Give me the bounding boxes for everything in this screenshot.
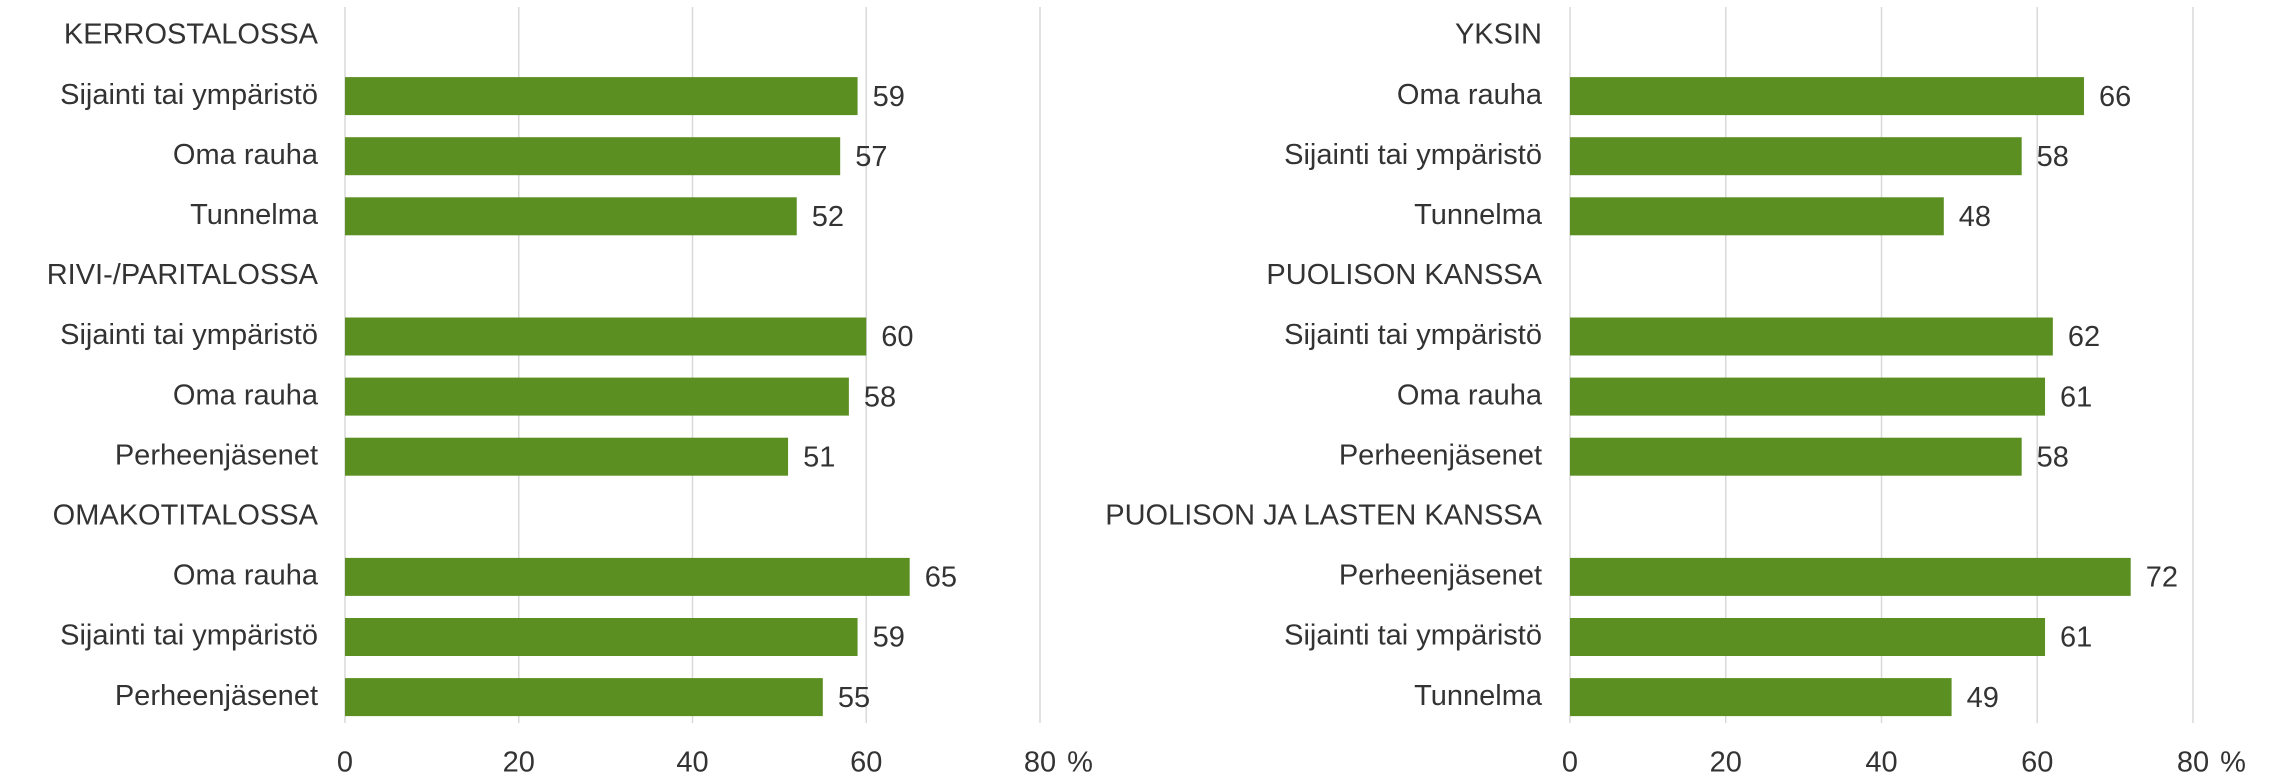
category-label: Perheenjäsenet bbox=[1339, 439, 1542, 471]
bar bbox=[1570, 137, 2022, 176]
bar bbox=[345, 77, 858, 116]
x-tick-label: 20 bbox=[503, 747, 535, 777]
bar bbox=[1570, 678, 1952, 717]
value-label: 59 bbox=[873, 622, 905, 654]
value-label: 60 bbox=[881, 321, 913, 353]
category-label: Sijainti tai ympäristö bbox=[1284, 620, 1542, 652]
value-label: 57 bbox=[855, 141, 887, 173]
value-label: 62 bbox=[2068, 321, 2100, 353]
category-label: PUOLISON KANSSA bbox=[1266, 259, 1542, 291]
value-label: 55 bbox=[838, 682, 870, 714]
bar bbox=[345, 678, 823, 717]
bar bbox=[345, 377, 849, 416]
category-label: Sijainti tai ympäristö bbox=[1284, 319, 1542, 351]
value-label: 49 bbox=[1967, 682, 1999, 714]
category-label: Perheenjäsenet bbox=[115, 439, 318, 471]
x-tick-label: 80 bbox=[2177, 747, 2209, 777]
value-label: 52 bbox=[812, 201, 844, 233]
value-label: 58 bbox=[2037, 441, 2069, 473]
bar bbox=[1570, 317, 2053, 356]
bar bbox=[1570, 377, 2046, 416]
x-tick-label: 40 bbox=[1865, 747, 1897, 777]
value-label: 72 bbox=[2146, 562, 2178, 594]
category-label: KERROSTALOSSA bbox=[64, 19, 319, 51]
category-label: Oma rauha bbox=[173, 139, 319, 171]
category-label: Oma rauha bbox=[1397, 379, 1543, 411]
bar bbox=[1570, 197, 1944, 236]
category-label: Oma rauha bbox=[173, 379, 319, 411]
value-label: 61 bbox=[2060, 622, 2092, 654]
category-label: Perheenjäsenet bbox=[115, 680, 318, 712]
bar bbox=[1570, 437, 2022, 476]
category-label: RIVI-/PARITALOSSA bbox=[47, 259, 319, 291]
value-label: 51 bbox=[803, 441, 835, 473]
bar bbox=[345, 437, 789, 476]
x-tick-label: 0 bbox=[337, 747, 353, 777]
category-label: Oma rauha bbox=[173, 560, 319, 592]
value-label: 61 bbox=[2060, 381, 2092, 413]
category-label: Tunnelma bbox=[1414, 199, 1543, 231]
value-label: 48 bbox=[1959, 201, 1991, 233]
x-tick-label: 60 bbox=[850, 747, 882, 777]
value-label: 65 bbox=[925, 562, 957, 594]
bar bbox=[345, 197, 797, 236]
value-label: 59 bbox=[873, 81, 905, 113]
value-label: 58 bbox=[864, 381, 896, 413]
x-tick-label: 20 bbox=[1710, 747, 1742, 777]
value-label: 58 bbox=[2037, 141, 2069, 173]
value-label: 66 bbox=[2099, 81, 2131, 113]
bar bbox=[345, 557, 910, 596]
category-label: PUOLISON JA LASTEN KANSSA bbox=[1105, 499, 1542, 531]
category-label: Sijainti tai ympäristö bbox=[60, 319, 318, 351]
category-label: Oma rauha bbox=[1397, 79, 1543, 111]
category-label: Tunnelma bbox=[190, 199, 319, 231]
category-label: Tunnelma bbox=[1414, 680, 1543, 712]
x-tick-label: 60 bbox=[2021, 747, 2053, 777]
bar bbox=[1570, 618, 2046, 656]
bar bbox=[345, 317, 867, 356]
bar bbox=[1570, 557, 2131, 596]
x-tick-label: 40 bbox=[676, 747, 708, 777]
x-axis-label: % bbox=[1067, 747, 1093, 777]
x-tick-label: 0 bbox=[1562, 747, 1578, 777]
bar bbox=[345, 137, 841, 176]
category-label: OMAKOTITALOSSA bbox=[53, 499, 319, 531]
category-label: Perheenjäsenet bbox=[1339, 560, 1542, 592]
category-label: Sijainti tai ympäristö bbox=[1284, 139, 1542, 171]
bar bbox=[345, 618, 858, 656]
x-axis-label: % bbox=[2220, 747, 2246, 777]
category-label: Sijainti tai ympäristö bbox=[60, 620, 318, 652]
category-label: YKSIN bbox=[1455, 19, 1542, 51]
bar bbox=[1570, 77, 2084, 116]
category-label: Sijainti tai ympäristö bbox=[60, 79, 318, 111]
x-tick-label: 80 bbox=[1024, 747, 1056, 777]
